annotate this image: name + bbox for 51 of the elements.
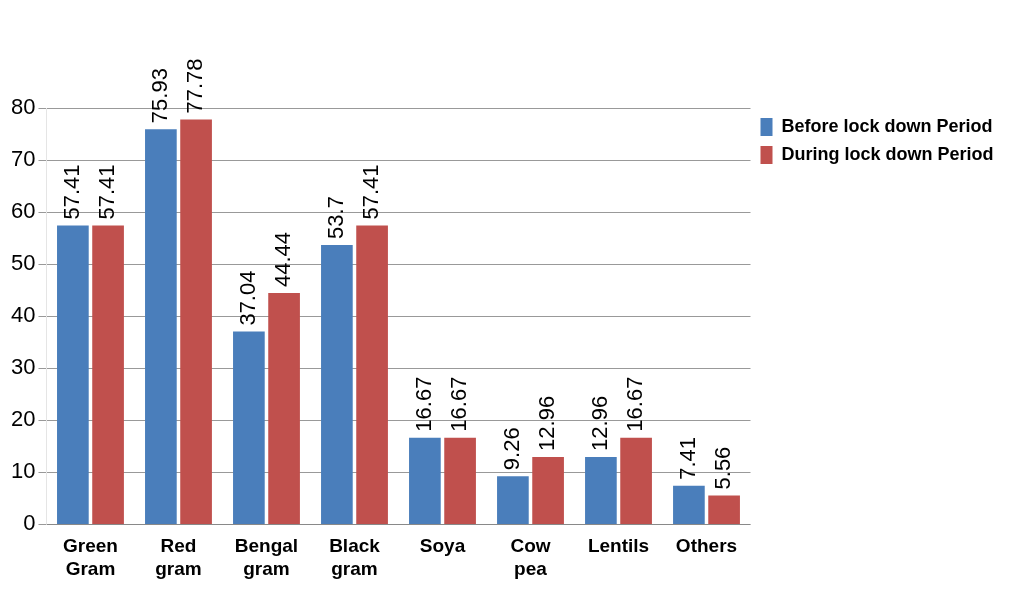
data-label: 9.26 [498, 427, 524, 471]
data-label: 57.41 [358, 164, 384, 220]
data-label: 16.67 [446, 376, 472, 432]
data-label: 12.96 [586, 395, 612, 451]
bar [356, 225, 388, 524]
data-label: 5.56 [710, 446, 736, 490]
y-tick-label: 40 [10, 302, 36, 328]
bar [409, 437, 441, 524]
x-tick-label: Bengal gram [234, 535, 299, 579]
x-tick-label: Green Gram [63, 535, 118, 579]
bar [145, 129, 177, 524]
data-label: 57.41 [94, 164, 120, 220]
bar [444, 437, 476, 524]
bar [497, 476, 529, 524]
y-tick-label: 20 [10, 406, 36, 432]
y-tick-label: 80 [10, 94, 36, 120]
data-label: 44.44 [270, 232, 296, 288]
bar [57, 225, 89, 524]
data-label: 53.7 [322, 196, 348, 239]
legend-label: Before lock down Period [781, 115, 993, 136]
y-tick-label: 30 [10, 354, 36, 380]
x-tick-label: Black gram [329, 535, 381, 579]
bar [233, 331, 265, 524]
data-label: 57.41 [58, 164, 84, 220]
bar [708, 495, 740, 524]
y-tick-label: 10 [10, 458, 36, 484]
bar [180, 119, 212, 524]
data-label: 77.78 [182, 58, 208, 114]
bar [532, 456, 564, 524]
data-label: 16.67 [410, 376, 436, 432]
bar [321, 244, 353, 524]
data-label: 7.41 [674, 437, 700, 480]
x-tick-label: Others [675, 535, 738, 557]
bar [268, 293, 300, 524]
data-label: 12.96 [534, 395, 560, 451]
y-tick-label: 0 [23, 510, 36, 536]
bar [585, 456, 617, 524]
bar [620, 437, 652, 524]
y-tick-label: 70 [10, 146, 36, 172]
data-label: 37.04 [234, 270, 260, 326]
x-tick-label: Red gram [155, 535, 202, 579]
x-tick-label: Lentils [587, 535, 650, 557]
bar [673, 485, 705, 524]
y-tick-label: 60 [10, 198, 36, 224]
y-tick-label: 50 [10, 250, 36, 276]
data-label: 75.93 [146, 68, 172, 124]
x-tick-label: Soya [419, 535, 466, 557]
bar [92, 225, 124, 524]
x-tick-label: Cow pea [510, 535, 551, 579]
data-label: 16.67 [622, 376, 648, 432]
legend-label: During lock down Period [781, 143, 994, 164]
